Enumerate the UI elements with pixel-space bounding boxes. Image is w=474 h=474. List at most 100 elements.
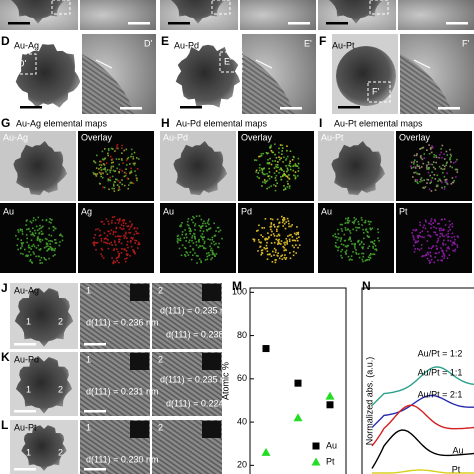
map-pixel — [100, 238, 103, 240]
map-pixel — [126, 237, 128, 239]
map-pixel — [443, 158, 446, 160]
map-pixel — [258, 241, 261, 243]
map-pixel — [288, 225, 290, 228]
map-pixel — [275, 174, 278, 177]
map-pixel — [102, 158, 104, 160]
map-pixel — [297, 246, 299, 249]
map-pixel — [433, 154, 436, 156]
map-pixel — [48, 227, 50, 230]
map-pixel — [430, 255, 432, 258]
map-pixel — [291, 239, 294, 242]
map-pixel — [360, 240, 363, 243]
map-pixel — [283, 189, 285, 191]
map-pixel — [292, 250, 295, 253]
map-pixel — [38, 255, 40, 258]
map-pixel — [25, 234, 28, 236]
sample-label: Au-Pd — [174, 40, 199, 50]
map-pixel — [26, 228, 28, 231]
map-pixel — [119, 235, 122, 238]
map-pixel — [456, 246, 459, 248]
map-pixel — [351, 243, 353, 245]
map-pixel — [443, 188, 446, 190]
map-pixel — [130, 155, 132, 158]
map-pixel — [54, 239, 56, 241]
map-pixel — [127, 246, 129, 249]
map-pixel — [138, 241, 140, 244]
map-pixel — [35, 247, 38, 249]
map-pixel — [24, 248, 26, 251]
map-pixel — [345, 249, 348, 252]
map-pixel — [188, 239, 191, 242]
map-pixel — [351, 259, 353, 261]
map-pixel — [107, 247, 110, 250]
map-pixel — [187, 224, 190, 227]
box-label: E' — [224, 56, 232, 66]
map-pixel — [132, 249, 134, 251]
map-pixel — [287, 164, 290, 167]
map-pixel — [430, 220, 432, 222]
map-pixel — [346, 221, 348, 224]
map-pixel — [181, 244, 184, 246]
map-pixel — [214, 234, 217, 237]
map-pixel — [357, 240, 359, 243]
map-pixel — [194, 223, 197, 225]
map-pixel — [285, 165, 287, 167]
map-pixel — [294, 163, 297, 165]
map-pixel — [372, 253, 374, 255]
map-pixel — [126, 240, 129, 243]
map-pixel — [118, 253, 120, 255]
map-pixel — [266, 162, 269, 165]
map-pixel — [95, 228, 97, 231]
map-pixel — [283, 185, 285, 187]
map-pixel — [433, 219, 436, 221]
map-pixel — [451, 232, 454, 235]
map-pixel — [284, 188, 287, 190]
map-pixel — [176, 240, 179, 242]
map-pixel — [434, 168, 437, 170]
map-pixel — [278, 242, 280, 245]
map-pixel — [120, 224, 123, 226]
map-pixel — [416, 179, 419, 181]
map-pixel — [346, 219, 349, 221]
map-pixel — [118, 219, 121, 222]
map-pixel — [284, 187, 287, 190]
map-pixel — [121, 179, 123, 181]
map-pixel — [218, 242, 220, 245]
map-pixel — [446, 161, 448, 164]
map-pixel — [361, 246, 363, 249]
map-pixel — [206, 222, 209, 224]
map-pixel — [444, 218, 446, 220]
map-pixel — [107, 179, 109, 182]
map-pixel — [443, 257, 445, 259]
spacing-label: d(111) = 0.236 nm — [86, 317, 158, 327]
map-pixel — [420, 244, 423, 246]
map-pixel — [124, 260, 127, 263]
map-pixel — [438, 251, 440, 254]
map-pixel — [447, 239, 449, 242]
map-pixel — [295, 244, 297, 246]
map-pixel — [211, 236, 214, 239]
map-pixel — [54, 247, 56, 250]
map-pixel — [358, 223, 360, 225]
map-pixel — [118, 256, 120, 258]
map-pixel — [452, 249, 454, 252]
map-pixel — [283, 242, 285, 244]
map-pixel — [287, 177, 290, 179]
map-pixel — [443, 235, 445, 237]
map-pixel — [275, 249, 277, 251]
map-pixel — [101, 220, 104, 223]
map-pixel — [283, 156, 285, 159]
map-pixel — [45, 259, 47, 261]
map-pixel — [260, 153, 263, 155]
map-pixel — [114, 150, 116, 152]
map-pixel — [354, 219, 356, 222]
map-pixel — [448, 226, 450, 228]
map-pixel — [102, 168, 105, 170]
map-pixel — [295, 233, 297, 236]
map-pixel — [297, 175, 299, 177]
map-pixel — [33, 235, 36, 237]
map-pixel — [25, 255, 27, 257]
map-pixel — [420, 247, 423, 250]
map-pixel — [456, 235, 459, 237]
map-pixel — [442, 253, 445, 255]
